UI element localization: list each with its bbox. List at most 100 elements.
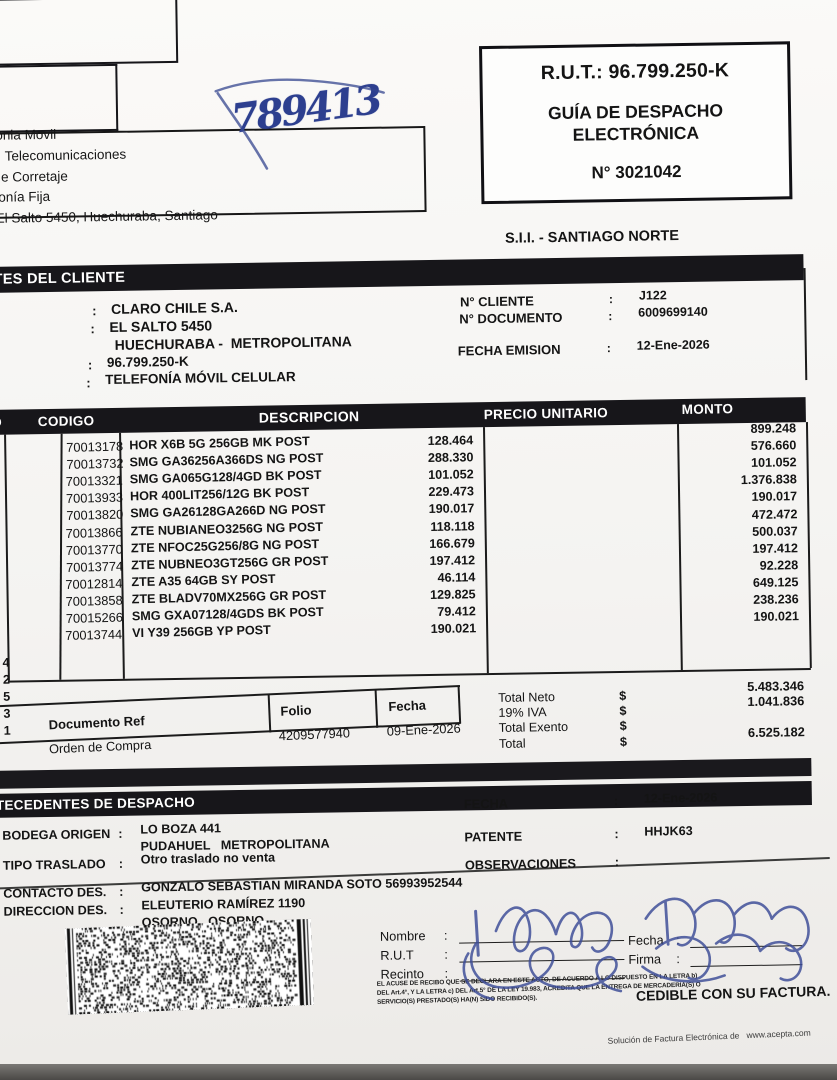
emitter-line-2: Telecomunicaciones <box>4 146 127 164</box>
reference-col-fecha: Fecha <box>388 697 427 715</box>
receipt-field-label: Nombre <box>379 928 426 944</box>
item-code: 70013178 <box>66 438 124 455</box>
item-amount: 101.052 <box>750 455 797 471</box>
receipt-field-writeline[interactable] <box>459 958 625 963</box>
item-code: 70015266 <box>65 609 123 626</box>
total-currency-symbol: $ <box>619 704 627 719</box>
item-description: VI Y39 256GB YP POST <box>132 623 271 641</box>
total-value: 1.041.836 <box>747 693 805 710</box>
client-section-header-text: TES DEL CLIENTE <box>0 269 126 288</box>
document-folio-number: N° 3021042 <box>591 161 682 183</box>
dispatch-separator: : <box>119 884 124 899</box>
dispatch-value: LO BOZA 441 <box>140 821 222 837</box>
item-unit-price: 288.330 <box>427 450 474 466</box>
item-amount: 649.125 <box>752 575 799 590</box>
total-label: Total Neto <box>498 690 556 705</box>
receipt-right-field-label: Firma <box>628 951 662 967</box>
item-unit-price: 229.473 <box>428 484 475 500</box>
reference-folio-value: 4209577940 <box>278 725 351 744</box>
receipt-right-field-separator: : <box>675 932 680 948</box>
reference-col-doc: Documento Ref <box>48 713 145 733</box>
item-code: 70013770 <box>65 541 123 558</box>
total-value: 5.483.346 <box>747 678 805 695</box>
document-number-label: N° DOCUMENTO <box>459 309 563 327</box>
reference-fecha-value: 09-Ene-2026 <box>386 720 462 739</box>
receipt-field-label: R.U.T <box>380 947 414 963</box>
item-code: 70013774 <box>65 558 123 575</box>
item-description: SMG GA26128GA266D NG POST <box>130 502 326 521</box>
client-number-label: N° CLIENTE <box>459 293 534 310</box>
receipt-field-writeline[interactable] <box>459 939 625 944</box>
receipt-field-separator: : <box>443 927 448 943</box>
client-address: EL SALTO 5450 <box>109 317 213 335</box>
total-label: Total <box>498 736 526 751</box>
dispatch-meta-label: PATENTE <box>464 828 523 845</box>
dispatch-value: GONZALO SEBASTIAN MIRANDA SOTO 569939525… <box>141 875 463 895</box>
total-value: 6.525.182 <box>747 723 805 740</box>
receipt-field-separator: : <box>444 946 448 962</box>
total-label: Total Exento <box>498 720 569 736</box>
item-amount: 500.037 <box>752 523 798 539</box>
item-amount: 92.228 <box>759 557 799 573</box>
dispatch-separator: : <box>118 856 124 871</box>
item-unit-price: 197.412 <box>429 552 476 568</box>
item-description: ZTE NUBNEO3GT256G GR POST <box>130 553 329 573</box>
totals-labels-box <box>0 0 179 66</box>
item-quantity: 5 <box>3 689 11 704</box>
item-code: 70013820 <box>65 506 124 524</box>
dispatch-separator: : <box>119 902 124 917</box>
item-description: ZTE BLADV70MX256G GR POST <box>131 587 327 607</box>
emitter-line-1: onia Movil <box>0 126 57 143</box>
receipt-right-field-writeline[interactable] <box>690 964 803 968</box>
item-quantity: 3 <box>3 706 11 721</box>
item-amount: 197.412 <box>752 540 799 556</box>
item-description: ZTE NFOC25G256/8G NG POST <box>130 536 320 555</box>
col-header-description: DESCRIPCION <box>258 408 360 426</box>
receipt-right-field-separator: : <box>676 951 681 967</box>
client-row-sep-1: : <box>90 321 95 337</box>
item-code: 70013866 <box>65 524 123 541</box>
col-header-amount: MONTO <box>681 401 734 418</box>
item-code: 70013321 <box>65 472 124 490</box>
item-code: 70013744 <box>65 626 123 644</box>
dispatch-value: ELEUTERIO RAMÍREZ 1190 <box>141 895 306 913</box>
total-currency-symbol: $ <box>619 719 627 734</box>
item-unit-price: 79.412 <box>437 604 476 619</box>
dispatch-separator: : <box>118 826 123 841</box>
client-name: CLARO CHILE S.A. <box>110 298 238 317</box>
scan-edge-bottom <box>0 1064 837 1080</box>
issue-date-sep: : <box>606 341 611 356</box>
col-header-unit-price: PRECIO UNITARIO <box>483 405 609 423</box>
receipt-right-field-writeline[interactable] <box>690 945 803 949</box>
client-row-sep-4: : <box>86 375 91 391</box>
totals-values-box <box>0 63 119 133</box>
dispatch-meta-separator: : <box>614 827 619 842</box>
dispatch-label: TIPO TRASLADO <box>2 857 106 873</box>
client-commune-region: HUECHURABA - METROPOLITANA <box>114 333 352 353</box>
issue-date-label: FECHA EMISION <box>457 341 561 359</box>
receipt-right-field-label: Fecha <box>627 932 664 948</box>
item-code: 70013933 <box>65 489 124 507</box>
total-currency-symbol: $ <box>619 688 627 704</box>
item-code: 70012814 <box>65 575 123 592</box>
emitter-line-3: e Corretaje <box>0 168 68 185</box>
sii-office-label: S.I.I. - SANTIAGO NORTE <box>504 228 680 247</box>
total-label: 19% IVA <box>498 705 547 721</box>
item-amount: 899.248 <box>750 421 797 436</box>
emitter-line-4: onía Fija <box>0 188 51 205</box>
dispatch-value: Otro traslado no venta <box>140 850 276 867</box>
document-title-box: R.U.T.: 96.799.250-K GUÍA DE DESPACHO EL… <box>479 41 793 205</box>
document-number-sep: : <box>608 309 613 324</box>
item-unit-price: 129.825 <box>429 587 476 602</box>
item-quantity: 4 <box>2 655 10 670</box>
client-number-value: J122 <box>638 288 667 303</box>
item-amount: 190.021 <box>753 609 800 625</box>
client-rut: 96.799.250-K <box>106 353 189 371</box>
item-description: SMG GA36256A366DS NG POST <box>129 451 324 470</box>
item-unit-price: 118.118 <box>430 518 475 534</box>
rut-label: R.U.T.: 96.799.250-K <box>540 59 730 85</box>
item-description: ZTE NUBIANEO3256G NG POST <box>130 519 324 538</box>
item-amount: 190.017 <box>751 489 798 505</box>
item-unit-price: 190.021 <box>430 621 477 637</box>
client-number-sep: : <box>608 292 614 307</box>
